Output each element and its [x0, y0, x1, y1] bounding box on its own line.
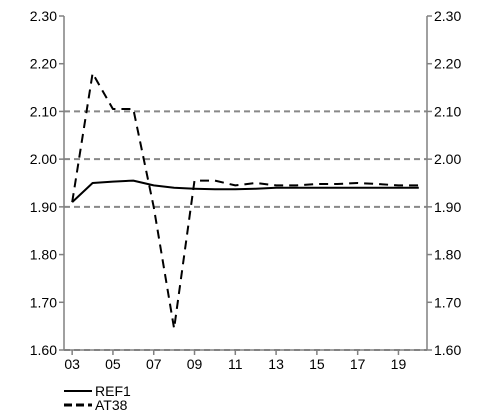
x-tick-label: 11	[228, 356, 243, 372]
y-tick-label-right: 2.10	[434, 103, 461, 119]
series-line-at38	[71, 72, 419, 330]
x-tick-label: 09	[187, 356, 203, 372]
y-axis-right-tick-labels: 1.60 1.70 1.80 1.90 2.00 2.10 2.20 2.30	[434, 8, 461, 358]
x-tick-label: 19	[391, 356, 407, 372]
y-tick-label-left: 2.30	[30, 8, 57, 24]
series-lines	[71, 72, 419, 330]
x-axis-tick-labels: 03 05 07 09 11 13 15 17 19	[64, 356, 406, 372]
y-tick-label-right: 1.80	[434, 247, 461, 263]
y-tick-label-right: 1.60	[434, 342, 461, 358]
legend-label-at38: AT38	[95, 397, 128, 413]
y-axis-left-tick-labels: 1.60 1.70 1.80 1.90 2.00 2.10 2.20 2.30	[30, 8, 57, 358]
y-tick-label-left: 1.80	[30, 247, 57, 263]
y-tick-label-left: 1.70	[30, 294, 57, 310]
x-tick-label: 07	[146, 356, 162, 372]
y-tick-label-left: 2.20	[30, 56, 57, 72]
y-tick-label-right: 2.30	[434, 8, 461, 24]
x-tick-label: 03	[64, 356, 80, 372]
y-tick-label-right: 1.90	[434, 199, 461, 215]
series-line-ref1	[71, 179, 419, 203]
y-tick-label-left: 1.60	[30, 342, 57, 358]
x-tick-label: 13	[268, 356, 284, 372]
y-tick-label-right: 2.20	[434, 56, 461, 72]
y-tick-label-left: 2.00	[30, 151, 57, 167]
x-tick-label: 17	[350, 356, 366, 372]
legend-label-ref1: REF1	[95, 383, 131, 399]
y-tick-label-right: 2.00	[434, 151, 461, 167]
x-tick-label: 05	[105, 356, 121, 372]
x-tick-label: 15	[309, 356, 325, 372]
axes	[59, 15, 432, 355]
y-tick-label-left: 1.90	[30, 199, 57, 215]
y-tick-label-left: 2.10	[30, 103, 57, 119]
y-tick-label-right: 1.70	[434, 294, 461, 310]
